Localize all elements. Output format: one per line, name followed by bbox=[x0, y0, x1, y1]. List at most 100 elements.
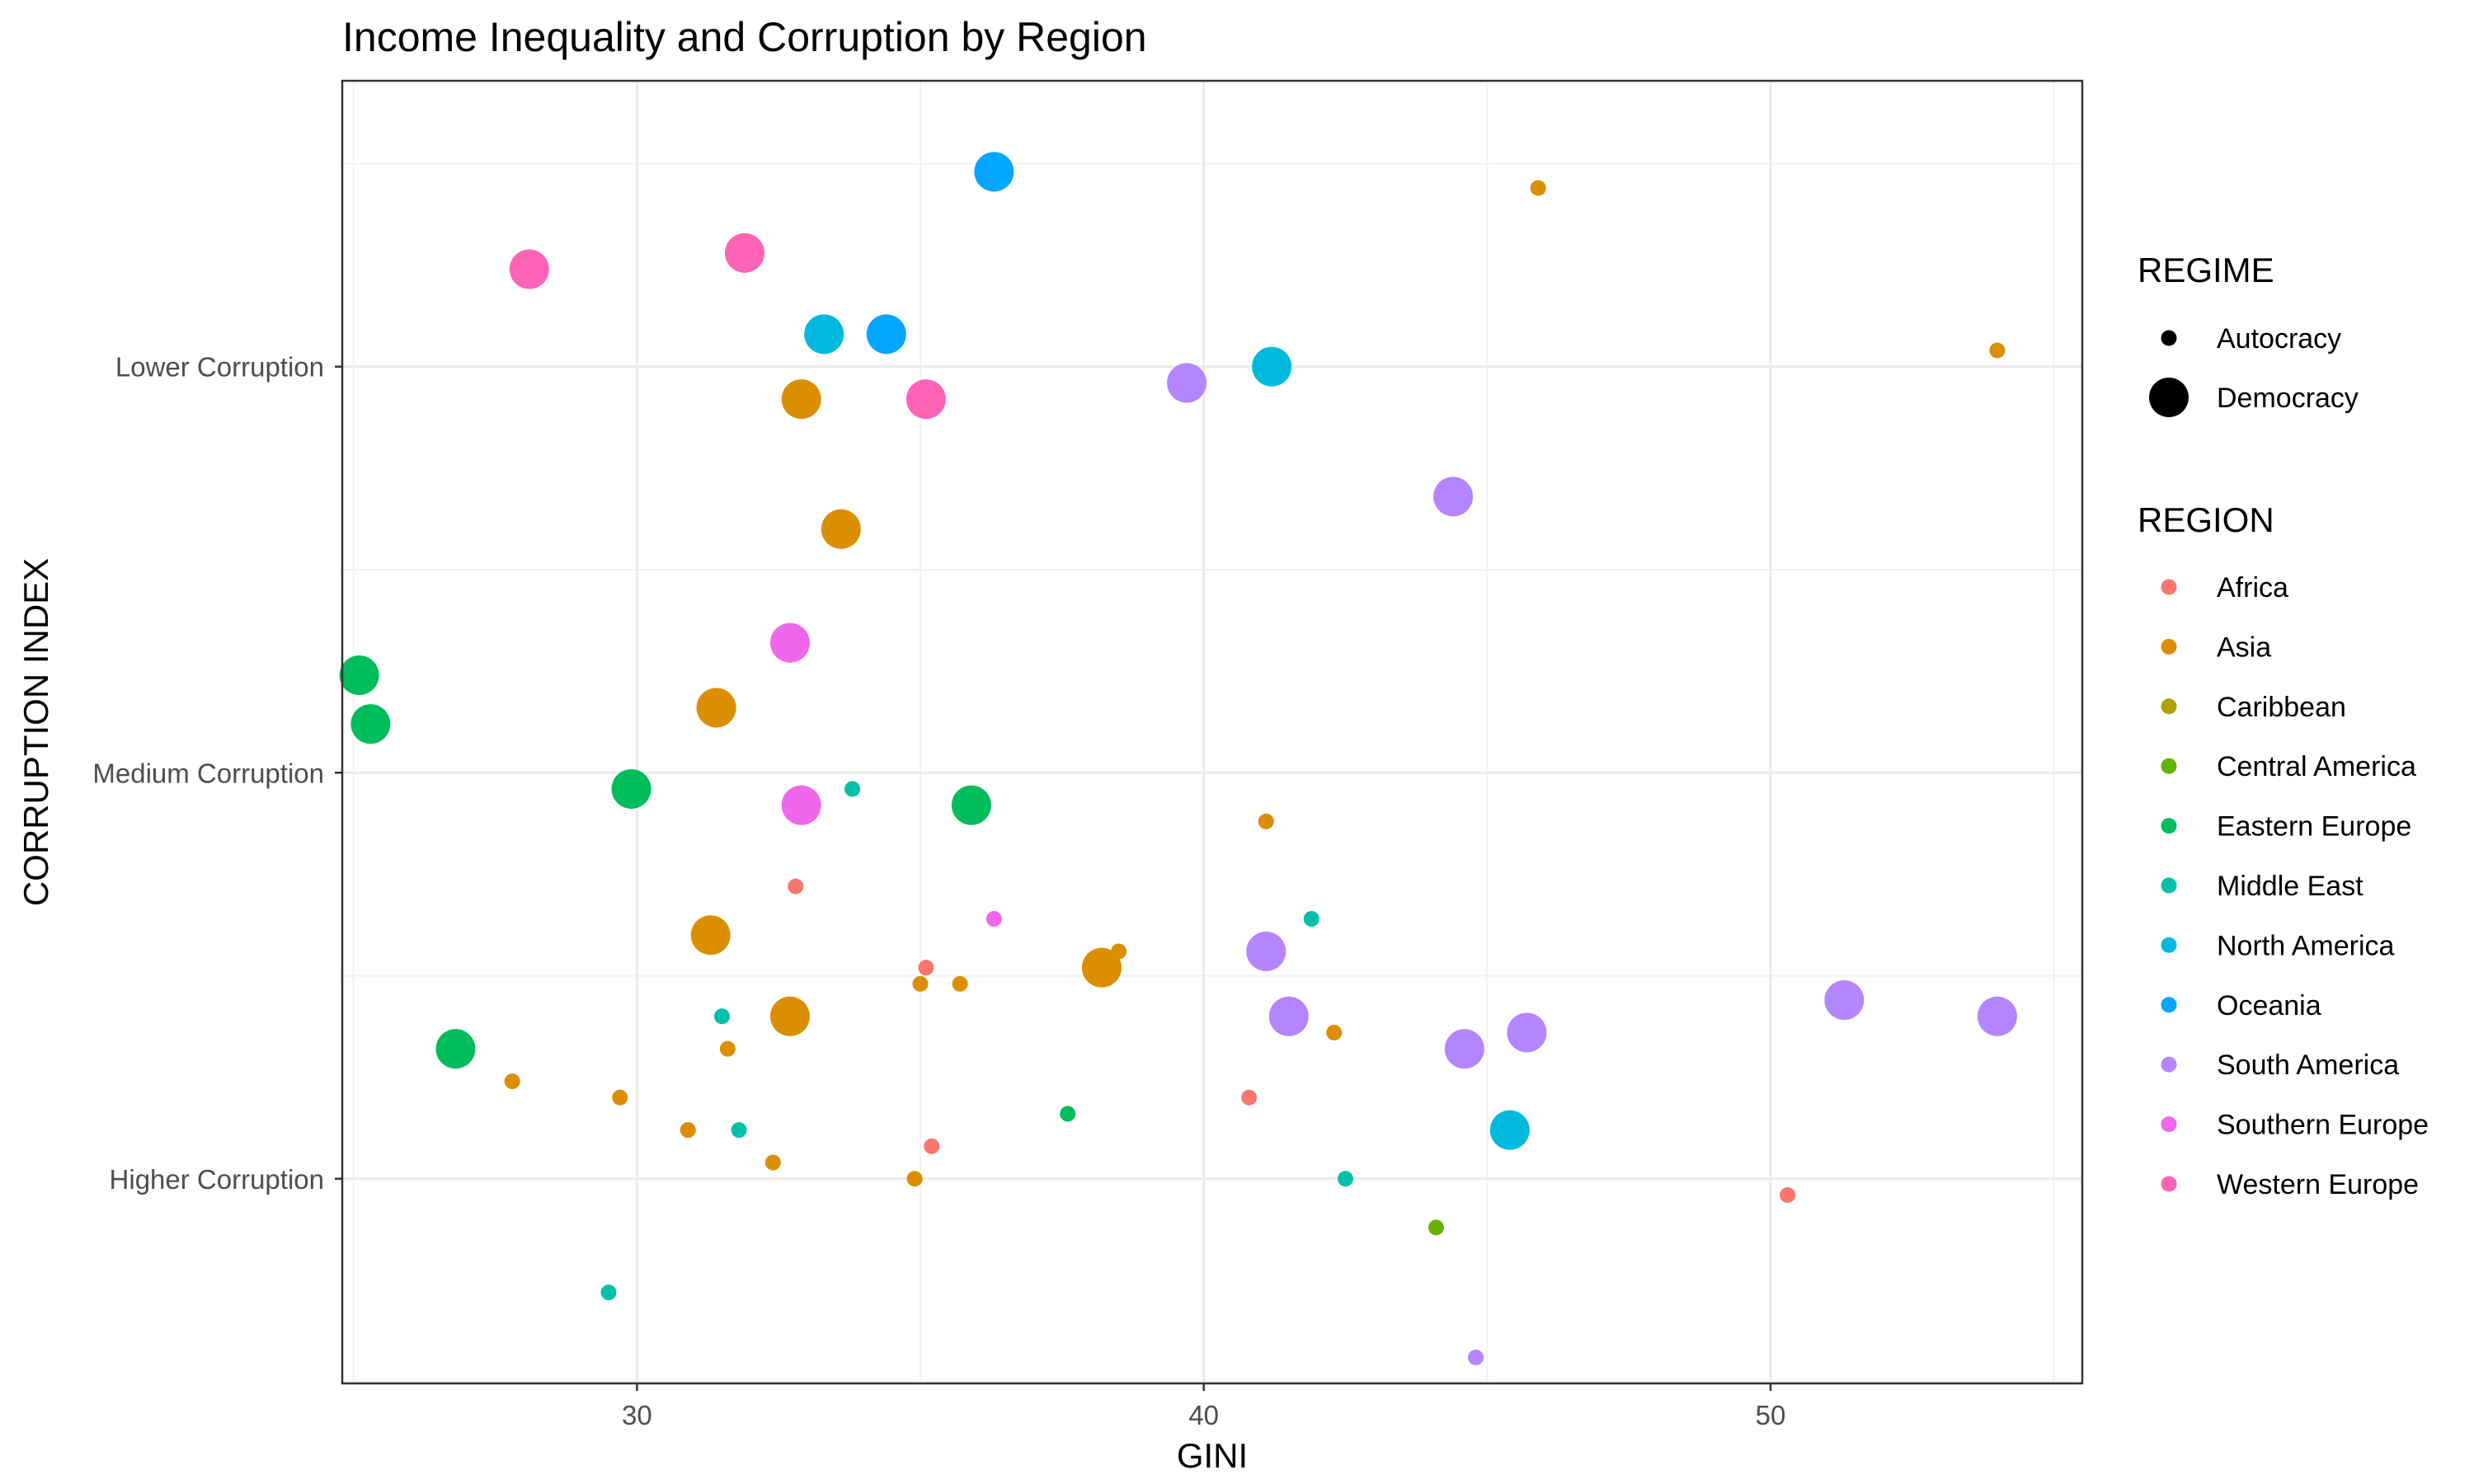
data-point bbox=[905, 379, 946, 420]
plot-panel-border bbox=[341, 79, 2084, 1385]
data-point bbox=[1326, 1024, 1343, 1040]
x-axis-title: GINI bbox=[1177, 1436, 1248, 1475]
data-point bbox=[611, 768, 651, 809]
data-point bbox=[1303, 911, 1319, 928]
data-point bbox=[1258, 813, 1274, 829]
legend-label-southern-europe: Southern Europe bbox=[2217, 1110, 2429, 1141]
data-point bbox=[974, 152, 1014, 192]
data-point bbox=[1081, 947, 1122, 988]
y-axis-ticks: Higher Corruption Medium Corruption Lower … bbox=[92, 352, 342, 1195]
data-point bbox=[696, 688, 736, 728]
plot-panel-background bbox=[342, 81, 2082, 1383]
data-point bbox=[1780, 1186, 1796, 1203]
data-point bbox=[1468, 1349, 1484, 1365]
data-point bbox=[1489, 1110, 1530, 1150]
x-tick-label: 40 bbox=[1188, 1400, 1219, 1430]
legend-label-oceania: Oceania bbox=[2217, 990, 2321, 1021]
data-point bbox=[612, 1089, 628, 1106]
legend-key-autocracy bbox=[2161, 330, 2177, 346]
legend-key-asia bbox=[2161, 638, 2177, 655]
data-point bbox=[781, 785, 821, 825]
legend-label-africa: Africa bbox=[2217, 572, 2288, 603]
x-tick-label: 50 bbox=[1756, 1400, 1786, 1430]
legend-key-south-america bbox=[2161, 1056, 2177, 1073]
y-tick-label: Medium Corruption bbox=[92, 758, 324, 788]
data-point bbox=[1444, 1029, 1484, 1069]
region-legend: REGION Africa Asia Caribbean Central Americ… bbox=[2138, 500, 2429, 1200]
grid-lines bbox=[342, 81, 2082, 1383]
data-point bbox=[788, 878, 804, 895]
data-point bbox=[731, 1122, 747, 1139]
data-point bbox=[866, 314, 906, 355]
legend-label-eastern-europe: Eastern Europe bbox=[2217, 811, 2411, 843]
legend-key-democracy bbox=[2149, 378, 2189, 417]
data-point bbox=[339, 655, 379, 696]
legend-key-north-america bbox=[2161, 937, 2177, 953]
legend-key-eastern-europe bbox=[2161, 818, 2177, 834]
data-point bbox=[764, 1154, 781, 1171]
legend-label-democracy: Democracy bbox=[2217, 383, 2359, 414]
legend-key-caribbean bbox=[2161, 698, 2177, 715]
y-tick-label: Lower Corruption bbox=[115, 352, 324, 383]
data-point bbox=[1246, 931, 1286, 971]
data-point bbox=[1824, 980, 1865, 1021]
legend-key-africa bbox=[2161, 579, 2177, 595]
legend-label-asia: Asia bbox=[2217, 632, 2271, 663]
data-point bbox=[769, 996, 810, 1036]
regime-legend-title: REGIME bbox=[2138, 251, 2274, 289]
data-point bbox=[1433, 477, 1474, 517]
legend-label-central-america: Central America bbox=[2217, 751, 2416, 782]
data-point bbox=[504, 1073, 520, 1090]
y-axis-title: CORRUPTION INDEX bbox=[16, 558, 55, 906]
legend-label-autocracy: Autocracy bbox=[2217, 323, 2341, 355]
data-point bbox=[600, 1284, 617, 1301]
data-point bbox=[350, 704, 391, 744]
data-points bbox=[339, 152, 2017, 1365]
region-legend-title: REGION bbox=[2138, 500, 2274, 539]
data-point bbox=[719, 1040, 736, 1057]
y-tick-label: Higher Corruption bbox=[110, 1164, 324, 1195]
data-point bbox=[509, 249, 549, 289]
data-point bbox=[1241, 1089, 1258, 1106]
data-point bbox=[952, 975, 968, 992]
data-point bbox=[912, 975, 929, 992]
legend-key-central-america bbox=[2161, 758, 2177, 774]
data-point bbox=[781, 379, 821, 420]
x-tick-label: 30 bbox=[622, 1400, 652, 1430]
data-point bbox=[1977, 996, 2017, 1036]
regime-legend: REGIME Autocracy Democracy bbox=[2138, 251, 2359, 417]
legend-label-caribbean: Caribbean bbox=[2217, 692, 2346, 723]
data-point bbox=[844, 781, 861, 797]
legend-label-western-europe: Western Europe bbox=[2217, 1169, 2419, 1200]
data-point bbox=[804, 314, 844, 355]
legend-label-middle-east: Middle East bbox=[2217, 871, 2363, 902]
data-point bbox=[821, 509, 861, 549]
legend-label-south-america: South America bbox=[2217, 1050, 2399, 1081]
data-point bbox=[1507, 1012, 1547, 1053]
data-point bbox=[951, 785, 991, 825]
data-point bbox=[1060, 1106, 1076, 1122]
data-point bbox=[435, 1029, 476, 1069]
legend-key-western-europe bbox=[2161, 1176, 2177, 1192]
chart-title: Income Inequality and Corruption by Regi… bbox=[342, 14, 1147, 60]
data-point bbox=[906, 1171, 923, 1187]
legend-key-oceania bbox=[2161, 997, 2177, 1013]
data-point bbox=[680, 1122, 696, 1139]
data-point bbox=[1989, 342, 2006, 359]
data-point bbox=[713, 1008, 730, 1025]
legend-key-middle-east bbox=[2161, 877, 2177, 894]
data-point bbox=[1338, 1171, 1354, 1187]
data-point bbox=[985, 911, 1002, 928]
data-point bbox=[1167, 363, 1207, 403]
data-point bbox=[1530, 180, 1546, 196]
data-point bbox=[769, 622, 810, 663]
data-point bbox=[724, 232, 764, 273]
data-point bbox=[690, 915, 731, 956]
legend-key-southern-europe bbox=[2161, 1116, 2177, 1133]
data-point bbox=[1252, 346, 1292, 387]
x-axis-ticks: 30 40 50 bbox=[622, 1383, 1785, 1430]
legend-label-north-america: North America bbox=[2217, 930, 2394, 961]
data-point bbox=[1268, 996, 1309, 1036]
data-point bbox=[918, 960, 934, 976]
